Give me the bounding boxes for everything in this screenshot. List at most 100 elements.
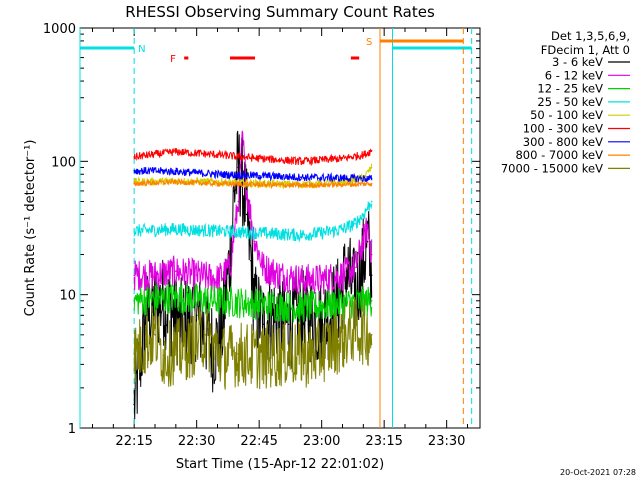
data-point — [216, 182, 219, 185]
data-point — [320, 323, 323, 326]
data-point — [133, 353, 135, 355]
data-point — [362, 213, 365, 216]
data-point — [229, 253, 231, 256]
data-point — [220, 334, 223, 336]
legend-entry-label: 3 - 6 keV — [552, 55, 603, 69]
data-point — [245, 190, 248, 192]
flag-label-s: S — [366, 37, 372, 48]
data-point — [216, 230, 219, 232]
series-line — [133, 166, 373, 183]
series-line — [133, 130, 373, 295]
data-point — [154, 334, 156, 336]
x-tick-label: 22:30 — [178, 434, 215, 449]
x-axis-label: Start Time (15-Apr-12 22:01:02) — [176, 457, 384, 472]
y-axis: 1 10 100 1000 — [43, 22, 480, 437]
series-layer — [133, 130, 373, 420]
data-point — [220, 356, 223, 358]
data-point — [370, 149, 373, 152]
data-point — [154, 274, 156, 276]
data-point — [370, 274, 373, 276]
data-point — [370, 334, 373, 336]
data-point — [258, 157, 260, 160]
data-point — [133, 156, 135, 158]
data-point — [262, 323, 265, 326]
data-point — [216, 299, 219, 302]
series-line — [133, 297, 373, 390]
data-point — [370, 177, 373, 180]
data-point — [300, 184, 302, 187]
data-point — [258, 174, 260, 177]
data-point — [370, 182, 373, 185]
x-axis: 22:15 22:30 22:45 23:00 23:15 23:30 — [92, 28, 468, 449]
data-point — [354, 328, 356, 331]
data-point — [175, 150, 177, 153]
y-tick-label: 10 — [59, 289, 76, 304]
data-point — [362, 240, 365, 243]
y-tick-label: 1 — [68, 422, 76, 437]
data-point — [287, 353, 290, 355]
data-point — [204, 334, 206, 336]
series-line — [133, 147, 373, 167]
data-point — [341, 177, 344, 179]
data-point — [370, 299, 373, 302]
legend-entry-label: 25 - 50 keV — [537, 95, 603, 109]
data-point — [345, 270, 348, 272]
data-point — [341, 303, 344, 305]
data-point — [258, 303, 260, 305]
data-point — [312, 354, 315, 357]
data-point — [162, 354, 165, 357]
data-point — [341, 157, 344, 160]
data-point — [287, 323, 290, 326]
data-point — [258, 183, 260, 186]
data-point — [175, 296, 177, 299]
data-point — [258, 232, 260, 234]
data-point — [133, 299, 135, 302]
data-point — [254, 240, 256, 243]
data-point — [337, 340, 340, 342]
data-point — [216, 181, 219, 183]
legend-entry-label: 300 - 800 keV — [523, 135, 603, 149]
legend-entry-label: 100 - 300 keV — [523, 122, 603, 136]
data-point — [216, 153, 219, 156]
data-point — [300, 306, 302, 309]
data-point — [245, 213, 248, 216]
series-line — [133, 282, 373, 323]
data-point — [233, 190, 235, 192]
data-point — [366, 226, 369, 229]
timestamp: 20-Oct-2021 07:28 — [560, 468, 636, 477]
legend-header: Det 1,3,5,6,9, — [551, 29, 630, 43]
data-point — [354, 293, 356, 296]
y-tick-label: 1000 — [43, 22, 76, 37]
x-tick-label: 23:15 — [365, 434, 402, 449]
data-point — [300, 160, 302, 163]
data-point — [175, 270, 177, 272]
data-point — [262, 266, 265, 269]
x-tick-label: 23:30 — [428, 434, 465, 449]
legend-entry-label: 50 - 100 keV — [530, 108, 603, 122]
data-point — [370, 200, 373, 203]
data-point — [362, 259, 365, 262]
data-point — [175, 181, 177, 183]
data-point — [133, 169, 135, 172]
legend: Det 1,3,5,6,9,FDecim 1, Att 03 - 6 keV6 … — [501, 29, 630, 175]
y-axis-label: Count Rate (s⁻¹ detector⁻¹) — [23, 140, 38, 317]
data-point — [370, 166, 373, 169]
data-point — [195, 314, 198, 317]
data-point — [341, 274, 344, 276]
data-point — [195, 274, 198, 276]
series-line — [133, 177, 373, 190]
data-point — [133, 274, 135, 276]
data-point — [216, 278, 219, 281]
data-point — [237, 200, 240, 203]
data-point — [300, 278, 302, 281]
data-point — [175, 170, 177, 173]
y-tick-label: 100 — [51, 155, 76, 170]
legend-header: FDecim 1, Att 0 — [541, 43, 630, 57]
data-point — [133, 403, 135, 406]
data-point — [133, 182, 135, 185]
data-point — [320, 232, 323, 234]
data-point — [354, 266, 356, 269]
legend-entry-label: 6 - 12 keV — [545, 68, 603, 82]
data-point — [362, 153, 365, 156]
